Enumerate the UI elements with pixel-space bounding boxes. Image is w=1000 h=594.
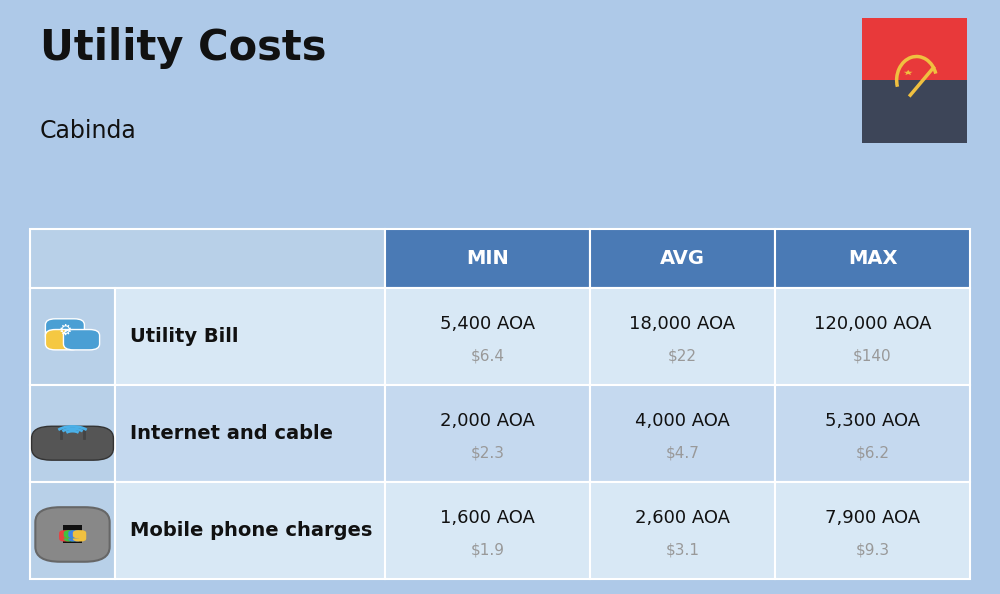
Bar <box>385 288 590 385</box>
Bar <box>590 229 775 288</box>
Bar <box>590 385 775 482</box>
Bar <box>30 482 115 579</box>
Bar <box>590 288 775 385</box>
Bar <box>115 482 385 579</box>
Text: 5,400 AOA: 5,400 AOA <box>440 315 535 333</box>
Bar <box>30 288 115 385</box>
Bar <box>862 80 967 143</box>
FancyBboxPatch shape <box>59 530 73 538</box>
Text: $2.3: $2.3 <box>471 446 505 460</box>
Bar <box>590 482 775 579</box>
Bar <box>385 482 590 579</box>
FancyBboxPatch shape <box>45 330 81 350</box>
Text: Utility Costs: Utility Costs <box>40 27 326 69</box>
Bar <box>775 229 970 288</box>
FancyBboxPatch shape <box>59 533 73 542</box>
Text: $9.3: $9.3 <box>855 542 890 558</box>
FancyBboxPatch shape <box>73 533 86 542</box>
Text: 120,000 AOA: 120,000 AOA <box>814 315 931 333</box>
Text: 4,000 AOA: 4,000 AOA <box>635 412 730 430</box>
Bar <box>30 229 385 288</box>
Text: 2,600 AOA: 2,600 AOA <box>635 509 730 527</box>
Bar <box>775 385 970 482</box>
Text: 1,600 AOA: 1,600 AOA <box>440 509 535 527</box>
Text: $140: $140 <box>853 349 892 364</box>
Bar <box>385 385 590 482</box>
FancyBboxPatch shape <box>63 526 82 543</box>
FancyBboxPatch shape <box>45 319 84 342</box>
Text: MAX: MAX <box>848 249 897 268</box>
Polygon shape <box>904 70 913 75</box>
Bar <box>862 18 967 80</box>
Bar <box>115 288 385 385</box>
Bar <box>775 482 970 579</box>
FancyBboxPatch shape <box>64 533 77 542</box>
FancyBboxPatch shape <box>32 426 113 460</box>
Text: AVG: AVG <box>660 249 705 268</box>
FancyBboxPatch shape <box>63 330 100 350</box>
Text: 2,000 AOA: 2,000 AOA <box>440 412 535 430</box>
Bar <box>775 288 970 385</box>
FancyBboxPatch shape <box>68 530 82 538</box>
Text: $22: $22 <box>668 349 697 364</box>
Text: ⚙: ⚙ <box>58 323 72 338</box>
Text: $1.9: $1.9 <box>471 542 505 558</box>
Text: Mobile phone charges: Mobile phone charges <box>130 521 372 540</box>
FancyBboxPatch shape <box>35 507 110 562</box>
Text: Utility Bill: Utility Bill <box>130 327 239 346</box>
Text: 18,000 AOA: 18,000 AOA <box>629 315 736 333</box>
Bar <box>115 385 385 482</box>
FancyBboxPatch shape <box>73 530 86 538</box>
Text: 7,900 AOA: 7,900 AOA <box>825 509 920 527</box>
Text: Cabinda: Cabinda <box>40 119 137 143</box>
Bar <box>30 385 115 482</box>
Text: $6.4: $6.4 <box>471 349 505 364</box>
FancyBboxPatch shape <box>68 533 82 542</box>
FancyBboxPatch shape <box>64 530 77 538</box>
Text: MIN: MIN <box>466 249 509 268</box>
Text: Internet and cable: Internet and cable <box>130 424 333 443</box>
Text: $3.1: $3.1 <box>666 542 700 558</box>
Bar <box>385 229 590 288</box>
Text: $4.7: $4.7 <box>666 446 699 460</box>
Text: 5,300 AOA: 5,300 AOA <box>825 412 920 430</box>
Text: $6.2: $6.2 <box>856 446 890 460</box>
